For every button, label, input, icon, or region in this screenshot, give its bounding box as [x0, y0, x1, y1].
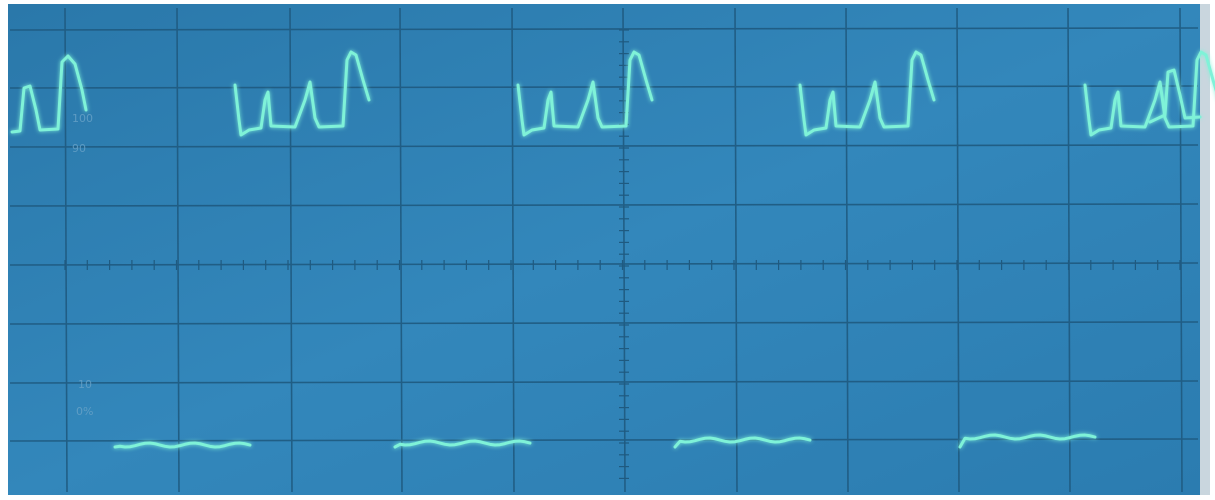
- grid-line: [9, 321, 1199, 325]
- top-trace: [1083, 50, 1215, 137]
- bottom-trace: [673, 436, 812, 449]
- graticule-label: 100: [72, 112, 93, 125]
- screen: [8, 4, 1200, 495]
- top-trace: [1148, 68, 1202, 124]
- top-trace: [10, 54, 88, 134]
- grid-line: [9, 144, 1199, 148]
- top-trace: [516, 50, 654, 137]
- bottom-trace: [113, 441, 252, 449]
- grid-line: [734, 7, 738, 493]
- grid-line: [9, 262, 1199, 266]
- graticule-label: 10: [78, 378, 92, 391]
- grid-line: [399, 7, 403, 493]
- grid-line: [9, 85, 1199, 89]
- grid-line: [956, 7, 960, 493]
- bezel: [1200, 4, 1210, 495]
- graticule-label: 90: [72, 142, 86, 155]
- graticule-label: 0%: [76, 405, 93, 418]
- grid-line: [1179, 7, 1183, 493]
- traces: [10, 50, 1215, 449]
- axis-ticks: [64, 29, 1181, 479]
- grid-line: [511, 7, 515, 493]
- grid-line: [1067, 7, 1071, 493]
- grid-line: [9, 27, 1199, 31]
- top-trace: [233, 50, 371, 137]
- top-trace: [798, 50, 936, 137]
- grid-line: [9, 438, 1199, 442]
- grid-line: [9, 203, 1199, 207]
- grid-line: [289, 7, 293, 493]
- grid-line: [9, 380, 1199, 384]
- bottom-trace: [958, 433, 1097, 449]
- bottom-trace: [393, 439, 532, 449]
- grid-line: [176, 7, 180, 493]
- grid-line: [845, 7, 849, 493]
